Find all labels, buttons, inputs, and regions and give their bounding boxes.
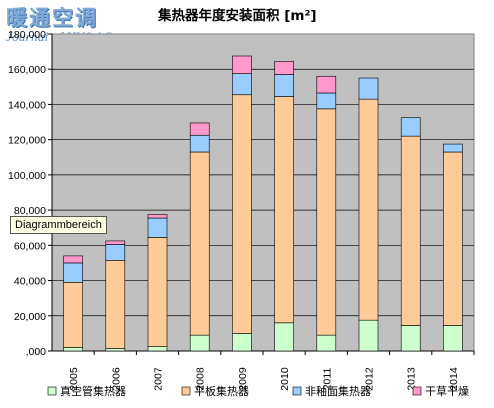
y-tick-label: 160,000 xyxy=(8,64,46,76)
bar-segment xyxy=(232,73,252,96)
bar-segment xyxy=(63,282,83,348)
bar-segment xyxy=(358,77,379,100)
y-tick-label: 80,000 xyxy=(14,205,46,217)
logo-chinese-name: 暖通空调 xyxy=(6,6,98,30)
x-tick-label: 2005 xyxy=(68,367,80,391)
bar-segment xyxy=(105,240,126,245)
y-tick-label: 100,000 xyxy=(8,170,46,182)
chart-title-text: 集热器年度安装面积 xyxy=(158,8,280,24)
bar-segment xyxy=(189,122,210,136)
bar-segment xyxy=(147,237,168,347)
bar-segment xyxy=(105,348,126,352)
bar-segment xyxy=(443,143,463,153)
bar-segment xyxy=(189,151,210,336)
y-tick-label: 20,000 xyxy=(14,311,46,323)
x-tick-label: 2008 xyxy=(195,367,207,391)
bar-segment xyxy=(316,108,337,336)
bar-segment xyxy=(147,346,168,352)
bar-segment xyxy=(400,325,421,352)
x-tick-label: 2009 xyxy=(237,367,249,391)
bar-segment xyxy=(232,55,252,74)
bar-segment xyxy=(274,322,294,352)
x-tick-label: 2007 xyxy=(153,367,165,391)
bar-segment xyxy=(443,325,463,352)
y-tick-label: 120,000 xyxy=(8,135,46,147)
bar-segment xyxy=(400,117,421,137)
chart-title-unit: [m²] xyxy=(284,8,317,24)
bar-segment xyxy=(63,262,83,283)
bar-segment xyxy=(105,260,126,349)
x-tick-label: 2011 xyxy=(321,368,333,391)
legend-label: 干草干燥 xyxy=(425,385,469,398)
legend-label: 非釉面集热器 xyxy=(305,384,371,398)
bar-segment xyxy=(232,333,252,352)
x-tick-label: 2013 xyxy=(406,367,418,391)
chart-area-tooltip: Diagrammbereich xyxy=(10,216,107,234)
legend-label: 真空管集热器 xyxy=(60,384,126,398)
bar-segment xyxy=(316,334,337,352)
legend-swatch xyxy=(292,386,302,396)
y-tick-label: 140,000 xyxy=(8,99,46,111)
bar-segment xyxy=(358,319,379,352)
bar-segment xyxy=(189,334,210,352)
bar-segment xyxy=(400,135,421,326)
bar-segment xyxy=(63,347,83,352)
legend-label: 平板集热器 xyxy=(194,384,249,398)
bar-segment xyxy=(358,98,379,321)
x-tick-label: 2014 xyxy=(448,367,460,391)
bar-segment xyxy=(316,92,337,110)
y-tick-label: ,000 xyxy=(26,346,47,358)
bar-segment xyxy=(274,74,294,97)
x-tick-label: 2012 xyxy=(364,367,376,391)
chart-title: 集热器年度安装面积 [m²] xyxy=(158,4,317,24)
y-tick-label: 40,000 xyxy=(14,276,46,288)
legend-swatch xyxy=(181,386,191,396)
legend-swatch xyxy=(412,386,422,396)
bar-segment xyxy=(232,94,252,334)
bar-segment xyxy=(274,60,294,75)
bar-segment xyxy=(63,255,83,264)
legend-swatch xyxy=(47,386,57,396)
bar-segment xyxy=(316,75,337,94)
x-tick-label: 2006 xyxy=(110,367,122,391)
x-tick-label: 2010 xyxy=(279,367,291,391)
bar-segment xyxy=(147,214,168,219)
y-tick-label: 180,000 xyxy=(8,29,46,41)
bar-segment xyxy=(274,96,294,324)
bar-segment xyxy=(147,217,168,238)
bar-segment xyxy=(443,151,463,326)
y-tick-label: 60,000 xyxy=(14,240,46,252)
bar-segment xyxy=(189,134,210,153)
bar-segment xyxy=(105,244,126,261)
